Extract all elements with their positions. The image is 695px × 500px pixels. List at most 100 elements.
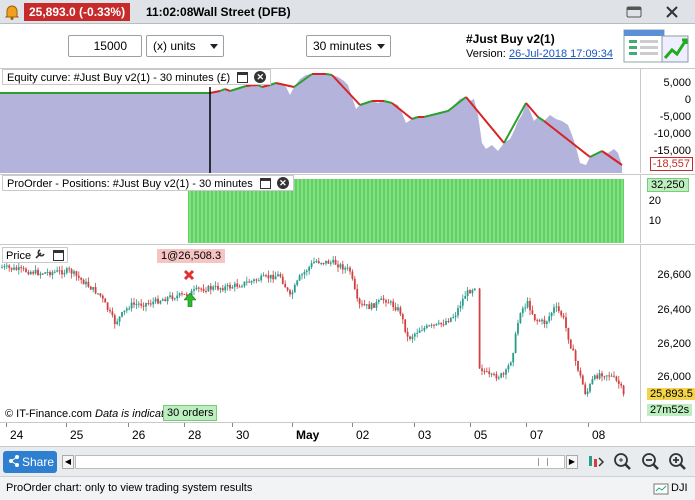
system-name: #Just Buy v2(1) xyxy=(466,32,555,46)
candle-body xyxy=(361,303,363,305)
scrollbar-grip[interactable] xyxy=(538,458,548,466)
candle-body xyxy=(447,321,450,323)
version-date-link[interactable]: 26-Jul-2018 17:09:34 xyxy=(509,48,613,60)
candle-body xyxy=(89,286,92,290)
horizontal-scrollbar[interactable] xyxy=(75,455,565,469)
order-label: 1@26,508.3 xyxy=(157,249,226,263)
candle-body xyxy=(279,274,282,277)
positions-axis-label: 10 xyxy=(648,215,661,227)
candle-body xyxy=(509,362,512,366)
positions-title-text: ProOrder - Positions: #Just Buy v2(1) - … xyxy=(7,178,253,190)
equity-curve-chart xyxy=(0,73,623,173)
time-axis-label: May xyxy=(296,428,320,442)
candle-body xyxy=(421,330,423,332)
price-panel-title: Price xyxy=(2,247,69,264)
candle-body xyxy=(17,267,20,270)
candle-body xyxy=(5,265,8,267)
candle-body xyxy=(185,294,188,296)
trading-system-icon[interactable] xyxy=(622,26,690,66)
scroll-right-button[interactable]: ▶ xyxy=(566,455,578,469)
candle-body xyxy=(521,308,524,314)
candle-body xyxy=(490,373,493,375)
candle-body xyxy=(241,286,243,288)
equity-axis-label: -15,000 xyxy=(653,145,691,157)
candle-body xyxy=(497,377,500,379)
zoom-fit-icon[interactable] xyxy=(586,452,606,472)
wrench-icon[interactable] xyxy=(34,248,46,264)
candle-body xyxy=(149,303,152,305)
candle-body xyxy=(32,271,35,274)
candle-body xyxy=(425,325,428,328)
candle-body xyxy=(257,280,260,282)
zoom-out-icon[interactable] xyxy=(641,452,661,472)
candle-body xyxy=(118,316,121,322)
maximize-panel-icon[interactable] xyxy=(259,177,271,189)
price-badge: 25,893.0 (-0.33%) xyxy=(24,3,131,21)
candle-body xyxy=(543,319,546,325)
candle-body xyxy=(15,267,18,270)
candle-body xyxy=(8,265,11,268)
candle-body xyxy=(166,297,169,302)
candle-body xyxy=(195,287,198,290)
candle-body xyxy=(385,300,387,303)
time-axis-tick xyxy=(128,423,129,427)
zoom-area-icon[interactable] xyxy=(613,452,635,472)
restore-window-icon[interactable] xyxy=(626,6,642,18)
alert-icon[interactable] xyxy=(4,4,20,20)
scroll-left-button[interactable]: ◀ xyxy=(62,455,74,469)
zoom-in-icon[interactable] xyxy=(668,452,688,472)
quantity-input[interactable]: 15000 xyxy=(68,35,142,57)
candle-body xyxy=(1,267,3,269)
timeframe-select[interactable]: 30 minutes xyxy=(306,35,391,57)
time-axis-tick xyxy=(292,423,293,427)
candle-body xyxy=(370,303,373,310)
candle-body xyxy=(531,310,534,315)
maximize-panel-icon[interactable] xyxy=(53,249,65,261)
price-title-text: Price xyxy=(6,249,32,262)
equity-panel-title: Equity curve: #Just Buy v2(1) - 30 minut… xyxy=(2,69,272,85)
candle-body xyxy=(68,268,71,270)
orders-badge[interactable]: 30 orders xyxy=(163,405,218,421)
candle-body xyxy=(397,307,399,311)
candle-body xyxy=(219,288,222,290)
candle-body xyxy=(337,264,339,268)
candle-body xyxy=(327,260,330,264)
candle-body xyxy=(577,361,579,371)
candle-body xyxy=(471,289,474,294)
candle-body xyxy=(260,275,263,281)
candle-body xyxy=(445,321,447,325)
share-button[interactable]: Share xyxy=(3,451,57,473)
candle-body xyxy=(315,261,318,263)
candle-body xyxy=(106,302,109,310)
candle-body xyxy=(404,319,407,332)
equity-axis-label: 5,000 xyxy=(663,77,691,89)
positions-axis-label: 20 xyxy=(648,195,661,207)
close-panel-icon[interactable]: ✕ xyxy=(254,71,267,84)
candle-body xyxy=(113,315,116,325)
candle-body xyxy=(322,262,325,264)
candle-body xyxy=(281,276,284,284)
candle-body xyxy=(387,302,390,304)
candle-body xyxy=(329,262,332,264)
time-axis-tick xyxy=(588,423,589,427)
candle-body xyxy=(591,379,594,385)
candle-body xyxy=(265,275,267,277)
candle-body xyxy=(226,284,229,287)
candle-body xyxy=(461,298,464,306)
candle-body xyxy=(502,373,505,375)
close-panel-icon[interactable]: ✕ xyxy=(276,177,289,190)
chart-link-icon[interactable] xyxy=(653,482,669,496)
positions-panel-title: ProOrder - Positions: #Just Buy v2(1) - … xyxy=(2,175,294,191)
candle-body xyxy=(368,304,371,310)
candle-body xyxy=(3,266,6,268)
time-axis-tick xyxy=(232,423,233,427)
candle-body xyxy=(603,376,606,378)
candle-body xyxy=(392,301,395,308)
unit-select[interactable]: (x) units xyxy=(146,35,224,57)
price-axis-label: 26,200 xyxy=(657,338,691,350)
candle-body xyxy=(317,261,320,264)
close-window-icon[interactable] xyxy=(661,4,683,20)
maximize-panel-icon[interactable] xyxy=(237,71,249,83)
candle-body xyxy=(255,279,258,281)
candle-body xyxy=(555,306,558,308)
